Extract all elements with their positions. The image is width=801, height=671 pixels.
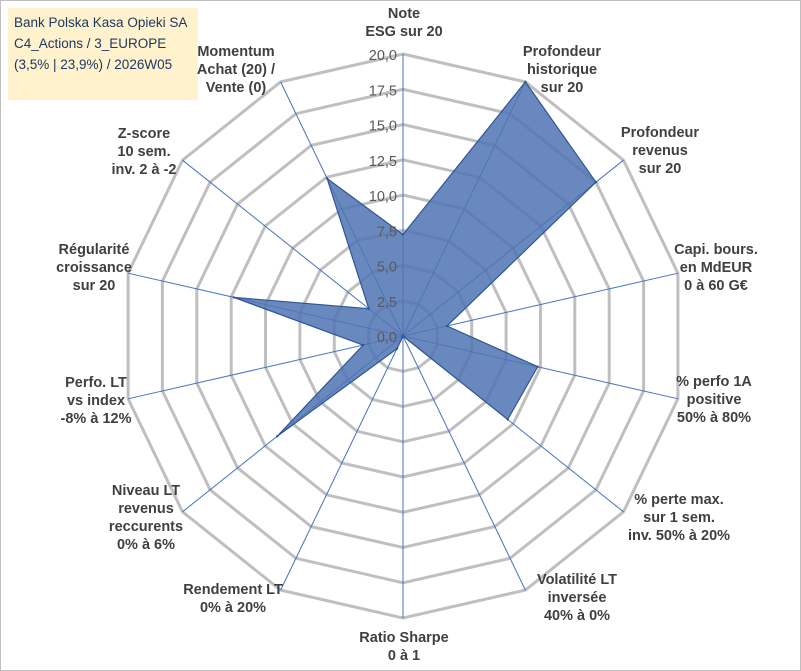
axis-label-2: Profondeur revenus sur 20 [621, 125, 699, 177]
axis-label-3: Capi. bours. en MdEUR 0 à 60 G€ [674, 242, 758, 294]
chart-title-box: Bank Polska Kasa Opieki SA C4_Actions / … [8, 8, 198, 100]
series-point-10 [361, 343, 365, 347]
title-line-2: C4_Actions / 3_EUROPE [14, 36, 167, 51]
tick-label-6: 15,0 [369, 119, 397, 135]
axis-spoke-12 [182, 159, 404, 337]
series-point-2 [594, 181, 598, 184]
tick-label-0: 0,0 [377, 330, 397, 346]
series-point-12 [367, 307, 370, 310]
axis-label-0: Note ESG sur 20 [365, 6, 442, 40]
axis-spoke-10 [127, 335, 404, 400]
title-line-1: Bank Polska Kasa Opieki SA [14, 15, 188, 30]
axis-label-12: Z-score 10 sem. inv. 2 à -2 [111, 126, 176, 178]
radar-axis-labels: Note ESG sur 20 Profondeur historique sur 20… [56, 6, 758, 664]
title-line-3: (3,5% | 23,9%) / 2026W05 [14, 57, 173, 72]
axis-label-5: % perte max. sur 1 sem. inv. 50% à 20% [628, 492, 730, 544]
tick-label-4: 10,0 [369, 189, 397, 205]
series-point-3 [445, 324, 449, 328]
series-area-0 [233, 80, 597, 437]
series-point-0 [401, 233, 405, 236]
series-point-8 [395, 347, 399, 350]
tick-label-2: 5,0 [377, 260, 397, 276]
axis-spoke-8 [280, 335, 404, 591]
series-point-5 [506, 418, 509, 421]
series-point-9 [276, 435, 279, 438]
axis-label-10: Perfo. LT vs index -8% à 12% [61, 375, 132, 427]
series-point-4 [536, 365, 539, 368]
series-point-13 [325, 177, 329, 180]
tick-label-5: 12,5 [369, 154, 397, 170]
series-point-7 [401, 334, 405, 338]
axis-spoke-3 [402, 272, 679, 337]
tick-label-7: 17,5 [369, 83, 397, 99]
axis-label-8: Rendement LT 0% à 20% [183, 582, 283, 616]
axis-label-9: Niveau LT revenus reccurents 0% à 6% [109, 483, 183, 553]
axis-label-13: Momentum Achat (20) / Vente (0) [197, 44, 275, 96]
axis-label-4: % perfo 1A positive 50% à 80% [676, 374, 752, 426]
axis-label-11: Régularité croissance sur 20 [56, 242, 132, 294]
axis-spoke-6 [402, 335, 526, 591]
series-point-11 [232, 296, 236, 299]
axis-label-6: Volatilité LT inversée 40% à 0% [537, 572, 617, 624]
radar-tick-labels: 0,0 2,5 5,0 7,5 10,0 12,5 15,0 17,5 20,0 [369, 48, 397, 346]
tick-label-1: 2,5 [377, 295, 397, 311]
series-point-1 [524, 80, 527, 84]
axis-label-1: Profondeur historique sur 20 [523, 44, 601, 96]
axis-label-7: Ratio Sharpe 0 à 1 [359, 630, 448, 664]
radar-series [232, 80, 598, 438]
tick-label-8: 20,0 [369, 48, 397, 64]
tick-label-3: 7,5 [377, 224, 397, 240]
